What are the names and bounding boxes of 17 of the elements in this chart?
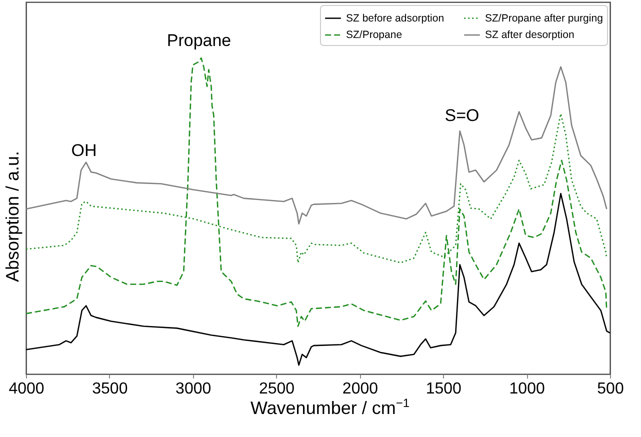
x-tick-label: 4000: [8, 380, 44, 398]
legend-label: SZ/Propane: [346, 29, 402, 41]
y-axis-title: Absorption / a.u.: [2, 150, 22, 282]
x-tick-label: 3500: [92, 380, 128, 398]
legend-label: SZ before adsorption: [346, 12, 444, 24]
annotation: S=O: [444, 106, 480, 125]
text: Propane: [166, 31, 232, 50]
x-tick-label: 3000: [176, 380, 212, 398]
x-tick-label: 500: [597, 380, 624, 398]
x-tick-label: 2000: [342, 380, 378, 398]
legend-label: SZ after desorption: [485, 29, 574, 41]
x-tick-label: 1000: [509, 380, 545, 398]
x-tick-label: 2500: [258, 380, 295, 398]
x-axis-title: Wavenumber / cm$^{−1}$: [249, 396, 411, 419]
annotation: OH: [71, 141, 97, 160]
x-tick-label: 1500: [426, 380, 462, 398]
legend-label: SZ/Propane after purging: [485, 12, 604, 24]
